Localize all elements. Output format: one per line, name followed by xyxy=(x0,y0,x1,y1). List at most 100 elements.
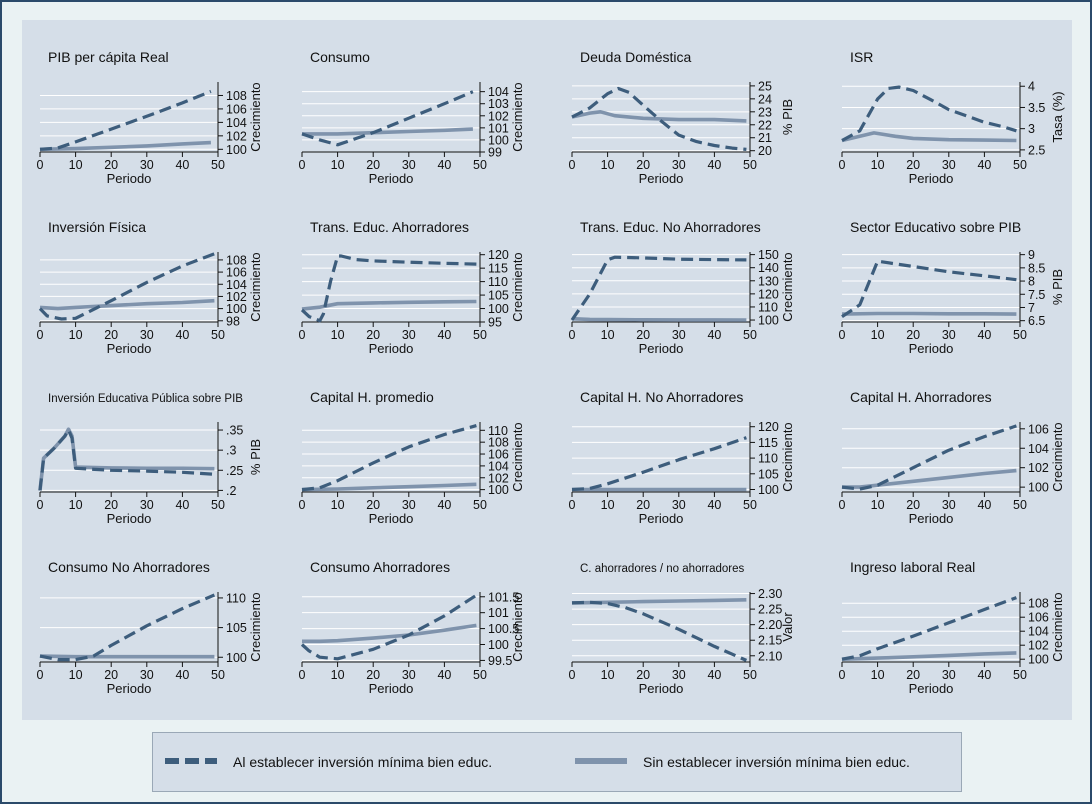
x-tick-label: 30 xyxy=(672,158,686,172)
y-axis-title: Crecimiento xyxy=(510,592,525,661)
series-line-solid xyxy=(842,468,1017,489)
x-tick-label: 0 xyxy=(839,328,846,342)
y-tick-label: 3.5 xyxy=(1028,101,1045,115)
panel-4: ISR 0 10 20 30 40 502.5 3 3.5 4 Periodo Tasa (%) xyxy=(839,49,1065,186)
series-line-solid xyxy=(841,311,1017,316)
y-tick-label: 106 xyxy=(488,448,509,462)
y-tick-label: 24 xyxy=(758,92,772,106)
y-tick-label: 150 xyxy=(758,248,779,262)
x-tick-label: 20 xyxy=(906,328,920,342)
x-tick-label: 10 xyxy=(331,498,345,512)
x-tick-label: 10 xyxy=(871,328,885,342)
y-tick-label: 100 xyxy=(226,651,247,665)
x-axis-title: Periodo xyxy=(639,511,684,526)
x-tick-label: 10 xyxy=(69,498,83,512)
y-tick-label: 4 xyxy=(1028,80,1035,94)
x-tick-label: 50 xyxy=(1013,668,1027,682)
y-tick-label: 105 xyxy=(488,289,509,303)
series-line-dashed xyxy=(301,424,477,492)
x-tick-label: 20 xyxy=(636,498,650,512)
series-line-dashed xyxy=(39,593,216,662)
x-axis-title: Periodo xyxy=(909,681,954,696)
x-tick-label: 30 xyxy=(140,498,154,512)
panel-title: Sector Educativo sobre PIB xyxy=(850,219,1021,235)
series-line-dashed xyxy=(571,600,748,662)
y-tick-label: 100 xyxy=(488,302,509,316)
y-axis-title: Crecimiento xyxy=(1050,422,1065,491)
x-tick-label: 30 xyxy=(140,328,154,342)
y-tick-label: 130 xyxy=(758,274,779,288)
y-tick-label: 106 xyxy=(226,102,247,116)
y-axis-title: Crecimiento xyxy=(780,422,795,491)
series-line-dashed xyxy=(571,86,747,151)
y-tick-label: 2.5 xyxy=(1028,143,1045,157)
x-tick-label: 0 xyxy=(569,328,576,342)
x-tick-label: 30 xyxy=(672,328,686,342)
y-tick-label: 100 xyxy=(1028,653,1049,667)
y-tick-label: 2.30 xyxy=(758,587,782,601)
y-axis-title: Tasa (%) xyxy=(1050,91,1065,142)
y-tick-label: 6.5 xyxy=(1028,314,1045,328)
series-line-dashed xyxy=(300,254,477,323)
y-tick-label: 106 xyxy=(1028,422,1049,436)
y-tick-label: .25 xyxy=(226,464,243,478)
legend-label-dashed: Al establecer inversión mínima bien educ… xyxy=(233,754,493,770)
y-tick-label: 100 xyxy=(226,302,247,316)
x-axis-title: Periodo xyxy=(909,341,954,356)
x-axis-title: Periodo xyxy=(107,511,152,526)
x-tick-label: 10 xyxy=(601,668,615,682)
series-line-solid xyxy=(571,110,747,123)
y-tick-label: 105 xyxy=(758,467,779,481)
series-line-solid xyxy=(38,427,215,491)
y-tick-label: 23 xyxy=(758,105,772,119)
y-tick-label: 102 xyxy=(226,290,247,304)
y-tick-label: 110 xyxy=(758,452,778,466)
y-axis-title: Crecimiento xyxy=(510,422,525,491)
panel-title: PIB per cápita Real xyxy=(48,49,169,65)
x-tick-label: 50 xyxy=(473,668,487,682)
x-axis-title: Periodo xyxy=(107,171,152,186)
x-tick-label: 20 xyxy=(636,328,650,342)
x-tick-label: 0 xyxy=(569,498,576,512)
y-tick-label: 110 xyxy=(226,591,246,605)
y-tick-label: 99 xyxy=(488,146,502,160)
series-line-dashed xyxy=(841,596,1017,661)
y-tick-label: 110 xyxy=(488,424,508,438)
y-tick-label: 8 xyxy=(1028,275,1035,289)
panel-title: Capital H. No Ahorradores xyxy=(580,389,743,405)
x-tick-label: 10 xyxy=(871,158,885,172)
series-line-solid xyxy=(302,127,473,136)
x-tick-label: 40 xyxy=(175,498,189,512)
series-line-solid xyxy=(841,131,1017,143)
x-tick-label: 40 xyxy=(437,158,451,172)
series-line-solid xyxy=(302,623,477,644)
x-tick-label: 50 xyxy=(1013,328,1027,342)
x-tick-label: 40 xyxy=(977,668,991,682)
x-tick-label: 20 xyxy=(104,498,118,512)
y-tick-label: 106 xyxy=(1028,611,1049,625)
x-tick-label: 40 xyxy=(977,498,991,512)
y-tick-label: 103 xyxy=(488,97,509,111)
x-tick-label: 0 xyxy=(839,498,846,512)
x-tick-label: 40 xyxy=(977,158,991,172)
legend-item-solid: Sin establecer inversión mínima bien edu… xyxy=(573,733,910,791)
y-tick-label: 120 xyxy=(758,287,779,301)
y-tick-label: 105 xyxy=(226,621,247,635)
x-tick-label: 20 xyxy=(366,498,380,512)
y-tick-label: 7 xyxy=(1028,301,1035,315)
series-line-solid xyxy=(301,482,477,492)
x-tick-label: 10 xyxy=(871,498,885,512)
x-tick-label: 50 xyxy=(1013,498,1027,512)
y-tick-label: 102 xyxy=(488,109,509,123)
y-tick-label: 108 xyxy=(226,253,247,267)
y-axis-title: % PIB xyxy=(248,439,263,475)
series-line-dashed xyxy=(570,255,747,321)
x-axis-title: Periodo xyxy=(369,511,414,526)
y-tick-label: .35 xyxy=(226,424,243,438)
x-tick-label: 0 xyxy=(299,328,306,342)
y-tick-label: 106 xyxy=(226,266,247,280)
series-line-dashed xyxy=(301,90,474,147)
x-axis-title: Periodo xyxy=(107,341,152,356)
